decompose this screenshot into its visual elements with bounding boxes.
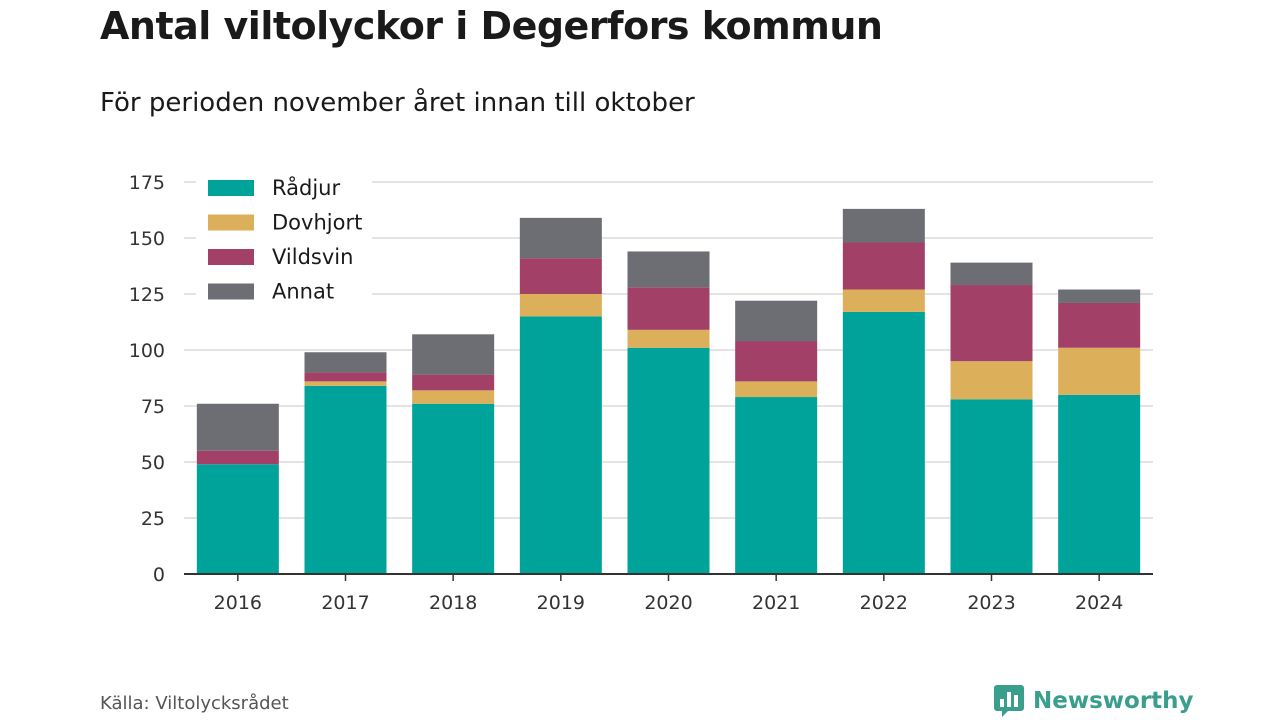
bar-segment-rådjur [842,311,925,574]
x-tick-label: 2024 [1075,592,1123,614]
bar-segment-vildsvin [1058,302,1141,348]
bar-segment-rådjur [627,347,710,574]
bar-segment-annat [735,300,818,342]
bar-segment-vildsvin [519,258,602,294]
bars [196,208,1141,574]
x-tick-label: 2016 [214,592,262,614]
bar-segment-annat [304,352,387,373]
bar-segment-dovhjort [950,361,1033,400]
bar-segment-rådjur [950,399,1033,574]
bar-segment-rådjur [1058,394,1141,574]
bar-segment-vildsvin [950,285,1033,362]
legend-swatch-vildsvin [208,249,254,265]
bar-segment-vildsvin [735,341,818,382]
bar-segment-annat [412,334,495,375]
bar-segment-dovhjort [304,381,387,386]
x-tick-label: 2017 [321,592,369,614]
x-tick-label: 2020 [644,592,692,614]
brand-name: Newsworthy [1033,688,1194,714]
chart-title: Antal viltolyckor i Degerfors kommun [100,4,883,48]
legend-swatch-rådjur [208,180,254,196]
bar-chart-logo-icon [994,685,1024,717]
y-tick-label: 50 [141,452,165,474]
x-tick-label: 2019 [537,592,585,614]
bar-segment-vildsvin [627,287,710,330]
bar-segment-dovhjort [519,294,602,317]
y-tick-label: 125 [129,284,165,306]
bar-segment-rådjur [412,403,495,574]
bar-segment-annat [950,262,1033,286]
bar-segment-dovhjort [412,390,495,404]
bar-segment-rådjur [304,385,387,574]
x-tick-label: 2021 [752,592,800,614]
chart-subtitle: För perioden november året innan till ok… [100,88,695,118]
source-note: Källa: Viltolycksrådet [100,693,289,714]
y-tick-label: 100 [129,340,165,362]
y-tick-label: 75 [141,396,165,418]
bar-segment-vildsvin [412,374,495,391]
legend-label: Rådjur [272,175,340,200]
brand-logo: Newsworthy [993,683,1194,719]
bar-segment-rådjur [519,316,602,574]
legend: Rådjur Dovhjort Vildsvin Annat [196,170,372,310]
legend-label: Annat [272,280,334,304]
y-tick-label: 25 [141,508,165,530]
bar-segment-annat [196,403,279,451]
y-tick-label: 0 [153,564,165,586]
bar-segment-vildsvin [842,242,925,290]
x-tick-label: 2022 [860,592,908,614]
bar-segment-annat [842,208,925,243]
x-tick-label: 2018 [429,592,477,614]
bar-segment-annat [519,217,602,259]
bar-segment-annat [1058,289,1141,303]
bar-segment-dovhjort [735,381,818,398]
y-tick-label: 150 [129,228,165,250]
legend-label: Vildsvin [272,245,353,269]
bar-segment-dovhjort [842,289,925,312]
legend-label: Dovhjort [272,211,362,235]
bar-segment-rådjur [735,397,818,574]
bar-segment-vildsvin [196,450,279,465]
bar-segment-dovhjort [1058,347,1141,395]
legend-swatch-annat [208,283,254,300]
axes: 0 25 50 75 100 125 150 175 2016 2017 2018 2019 2020 2… [129,172,1153,614]
legend-swatch-dovhjort [208,214,254,231]
bar-segment-annat [627,251,710,288]
x-tick-label: 2023 [967,592,1015,614]
bar-segment-dovhjort [627,329,710,348]
bar-segment-rådjur [196,464,279,574]
y-tick-label: 175 [129,172,165,194]
bar-segment-vildsvin [304,372,387,382]
